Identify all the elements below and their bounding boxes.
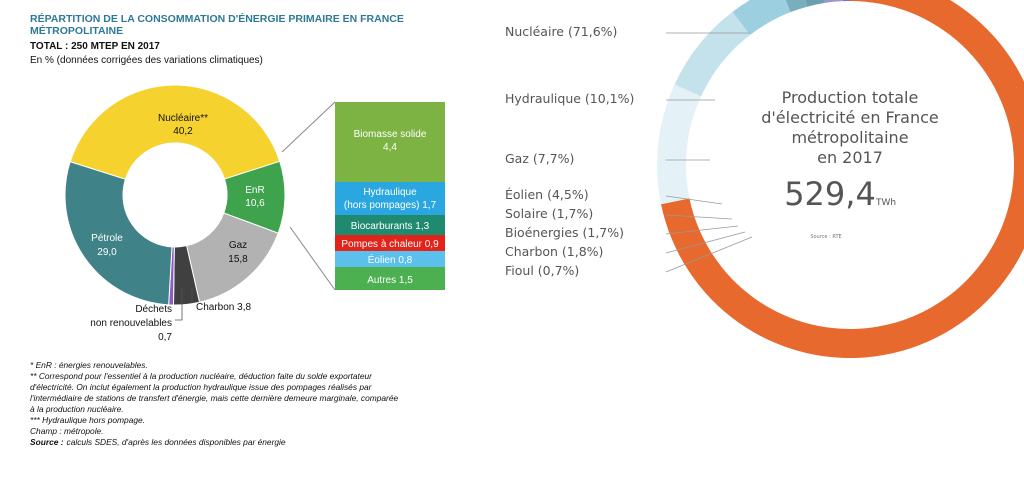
label-charbon: Charbon 3,8 [196,302,251,313]
center-line-4: en 2017 [817,148,883,167]
enr-connector-bottom [289,226,336,291]
elec-slice-fioul [842,0,850,2]
elec-slice-charbon [823,0,843,4]
legend-bioenergies: Bioénergies (1,7%) [505,225,624,240]
center-total-unit: TWh [875,198,896,208]
footnotes: * EnR : énergies renouvelables. ** Corre… [30,360,399,447]
elec-slice-bioenergies [805,0,825,7]
electricity-center-text: Production totale d'électricité en Franc… [761,88,939,240]
label-enr: EnR [245,185,264,196]
enr-connector-top [281,101,336,153]
footnote-5: à la production nucléaire. [30,404,124,414]
label-dechets-line-1: Déchets [135,304,172,315]
value-nucleaire: 40,2 [173,126,193,137]
breakdown-biocarburants [335,215,445,235]
breakdown-pac [335,235,445,251]
footnote-6: *** Hydraulique hors pompage. [30,415,145,425]
footnote-1: * EnR : énergies renouvelables. [30,360,148,370]
breakdown-hydraulique-line-1: Hydraulique [363,187,417,198]
value-gaz: 15,8 [228,254,248,265]
footnote-4: l'intermédiaire de stations de transfert… [30,393,399,403]
dechets-leader [175,288,183,321]
electricity-legend: Nucléaire (71,6%) Hydraulique (10,1%) Ga… [505,24,753,278]
chart-title-line-2: MÉTROPOLITAINE [30,24,123,37]
chart-subtitle: TOTAL : 250 MTEP EN 2017 [30,41,160,52]
breakdown-biomasse-label: Biomasse solide [354,129,427,140]
leader-charbon [665,231,746,254]
breakdown-eolien-label: Éolien 0,8 [368,253,413,266]
footnote-3: d'électricité. On inclut également la pr… [30,382,373,392]
label-nucleaire: Nucléaire** [158,113,208,124]
leader-bioenergies [665,225,739,235]
value-enr: 10,6 [245,198,265,209]
source-label: Source : [30,437,64,447]
legend-nucleaire: Nucléaire (71,6%) [505,24,617,39]
breakdown-autres-label: Autres 1,5 [367,275,413,286]
slice-petrole [64,161,173,306]
footnote-7: Champ : métropole. [30,426,104,436]
label-dechets-line-3: 0,7 [158,332,172,343]
center-line-2: d'électricité en France [761,108,939,127]
label-gaz: Gaz [229,240,247,251]
leader-solaire [665,214,733,220]
primary-energy-donut [64,84,286,306]
label-dechets-line-2: non renouvelables [90,318,172,329]
chart-title-line-1: RÉPARTITION DE LA CONSOMMATION D'ÉNERGIE… [30,12,404,25]
value-petrole: 29,0 [97,247,117,258]
chart-unit-note: En % (données corrigées des variations c… [30,55,263,66]
legend-eolien: Éolien (4,5%) [505,187,589,202]
legend-fioul: Fioul (0,7%) [505,263,579,278]
elec-slice-hydraulique [657,84,702,205]
center-source: Source : RTE [810,234,841,240]
legend-charbon: Charbon (1,8%) [505,244,603,259]
source-line: Source : calculs SDES, d'après les donnée… [30,437,286,447]
electricity-production-chart-panel: Production totale d'électricité en Franc… [500,0,1024,472]
breakdown-biomasse [335,102,445,182]
breakdown-hydraulique [335,182,445,215]
leader-eolien [665,195,723,205]
electricity-production-chart: Production totale d'électricité en Franc… [505,0,1024,358]
elec-slice-eolien [732,0,791,35]
breakdown-pac-label: Pompes à chaleur 0,9 [341,239,439,250]
breakdown-biomasse-value: 4,4 [383,142,397,153]
center-line-3: métropolitaine [791,128,908,147]
leader-fioul [665,236,753,273]
center-total-value: 529,4 [784,175,876,213]
footnote-2: ** Correspond pour l'essentiel à la prod… [30,371,373,381]
primary-energy-chart-panel: RÉPARTITION DE LA CONSOMMATION D'ÉNERGIE… [0,0,500,472]
breakdown-autres [335,267,445,290]
legend-hydraulique: Hydraulique (10,1%) [505,91,634,106]
legend-solaire: Solaire (1,7%) [505,206,593,221]
primary-energy-chart: RÉPARTITION DE LA CONSOMMATION D'ÉNERGIE… [30,12,445,447]
center-line-1: Production totale [782,88,919,107]
source-text: calculs SDES, d'après les données dispon… [67,437,286,447]
breakdown-hydraulique-line-2: (hors pompages) 1,7 [344,200,437,211]
slice-nucleaire [69,84,281,180]
elec-slice-gaz [674,11,751,97]
label-petrole: Pétrole [91,233,123,244]
elec-slice-solaire [785,0,808,13]
elec-slice-nucleaire [661,0,1024,358]
breakdown-eolien [335,251,445,267]
breakdown-biocarburants-label: Biocarburants 1,3 [351,221,430,232]
legend-gaz: Gaz (7,7%) [505,151,574,166]
enr-breakdown: Biomasse solide 4,4 Hydraulique (hors po… [335,102,445,290]
